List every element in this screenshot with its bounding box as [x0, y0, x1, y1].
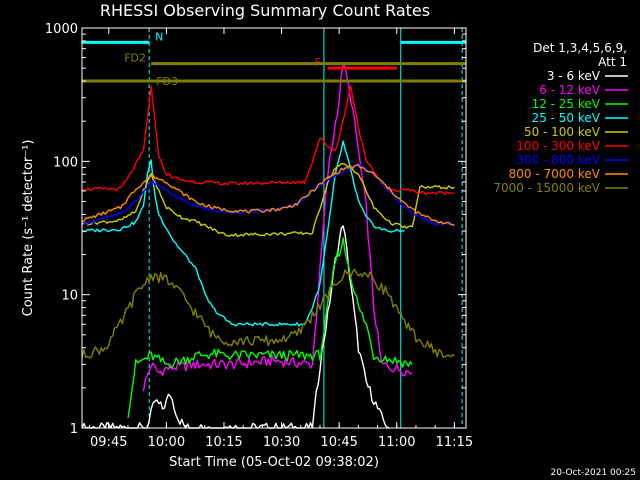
legend-entry: 12 - 25 keV	[532, 97, 601, 111]
x-tick-label: 10:00	[148, 435, 185, 450]
legend-header: Att 1	[598, 55, 627, 69]
series-line	[127, 237, 413, 419]
y-tick-label: 10	[61, 289, 78, 304]
series-line	[142, 64, 413, 392]
y-tick-label: 100	[53, 155, 78, 170]
x-tick-label: 09:45	[90, 435, 127, 450]
state-bar-label: FD3	[156, 75, 178, 88]
x-axis-label: Start Time (05-Oct-02 09:38:02)	[169, 455, 379, 470]
series-line	[81, 140, 405, 327]
legend-entry: 7000 - 15000 keV	[493, 181, 600, 195]
state-bar-label: N	[155, 30, 163, 43]
plot-content: NFFD2FD3	[81, 28, 466, 429]
legend-entry: 800 - 7000 keV	[509, 167, 601, 181]
legend-entry: 6 - 12 keV	[539, 83, 601, 97]
legend-header: Det 1,3,4,5,6,9,	[533, 41, 627, 55]
footer-timestamp: 20-Oct-2021 00:25	[551, 468, 636, 478]
legend-entry: 300 - 800 keV	[516, 153, 600, 167]
x-tick-label: 10:45	[320, 435, 357, 450]
series-line	[81, 85, 455, 196]
series-line	[81, 164, 455, 227]
y-tick-label: 1	[70, 422, 78, 437]
legend-entry: 3 - 6 keV	[547, 69, 601, 83]
legend-entry: 100 - 300 keV	[516, 139, 600, 153]
x-tick-label: 11:00	[378, 435, 415, 450]
legend-entry: 50 - 100 keV	[524, 125, 601, 139]
y-axis-label: Count Rate (s⁻¹ detector⁻¹)	[21, 140, 36, 317]
y-tick-label: 1000	[45, 22, 78, 37]
x-tick-label: 10:30	[263, 435, 300, 450]
series-line	[81, 162, 455, 238]
axes: 09:45 10:00 10:15 10:30 10:45 11:00 11:15 1 10 10…	[45, 22, 473, 450]
x-tick-label: 10:15	[205, 435, 242, 450]
x-tick-label: 11:15	[436, 435, 473, 450]
legend-entry: 25 - 50 keV	[532, 111, 601, 125]
plot-frame	[81, 27, 467, 429]
state-bar-label: FD2	[124, 52, 146, 65]
chart-title: RHESSI Observing Summary Count Rates	[100, 1, 430, 20]
series-line	[81, 268, 455, 359]
